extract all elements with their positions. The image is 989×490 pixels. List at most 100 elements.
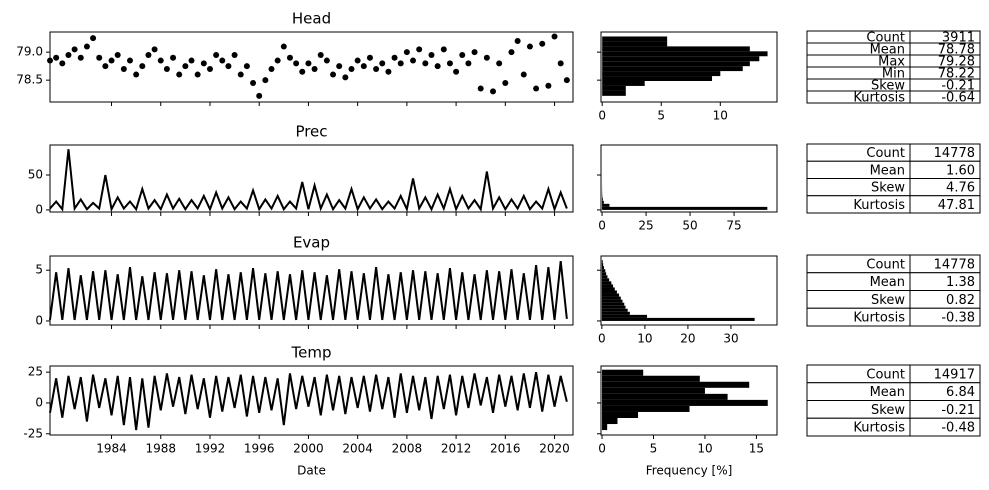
y-tick-label: 0 — [35, 202, 43, 216]
table-value: 3911 — [942, 31, 975, 46]
hist-bar — [602, 76, 713, 81]
point — [90, 35, 97, 42]
table-label: Count — [866, 367, 905, 382]
point — [502, 79, 509, 86]
point — [483, 54, 490, 61]
x-tick-label: 2004 — [342, 442, 373, 456]
point — [422, 60, 429, 67]
point — [225, 63, 232, 70]
hist-frame — [600, 365, 778, 436]
hist-bar — [601, 311, 630, 315]
hist-bar — [602, 399, 768, 406]
series-line — [49, 149, 568, 213]
y-tick-label: 0 — [35, 313, 43, 327]
point — [379, 60, 386, 67]
hist-x-tick-label: 75 — [726, 219, 741, 233]
point — [526, 43, 533, 50]
hist-bar — [601, 278, 610, 282]
point — [428, 51, 435, 58]
hist-x-tick-label: 10 — [637, 332, 652, 346]
point — [477, 85, 484, 92]
point — [434, 63, 441, 70]
table-label: Mean — [870, 163, 905, 178]
point — [508, 49, 515, 56]
point — [96, 54, 103, 61]
hist-bar — [602, 90, 626, 96]
panel-title: Evap — [293, 234, 330, 252]
hist-bar — [602, 393, 728, 400]
point — [176, 71, 183, 78]
point — [157, 57, 164, 64]
table-label: Min — [882, 67, 905, 82]
table-value: -0.64 — [941, 91, 975, 106]
hist-bar — [601, 263, 604, 267]
hist-bar — [602, 381, 750, 388]
table-value: 4.76 — [946, 181, 975, 196]
plot-frame — [49, 144, 574, 213]
point — [133, 71, 140, 78]
hist-bar — [602, 85, 626, 91]
table-cell — [909, 307, 981, 327]
table-label: Count — [866, 257, 905, 272]
hist-bar — [602, 375, 700, 382]
point — [391, 54, 398, 61]
point — [416, 46, 423, 53]
hist-x-tick-label: 50 — [682, 219, 697, 233]
hist-frame — [600, 144, 778, 213]
plot-frame — [49, 365, 574, 436]
point — [539, 40, 546, 47]
point — [200, 60, 207, 67]
point — [145, 51, 152, 58]
point — [348, 65, 355, 72]
table-label: Kurtosis — [853, 91, 905, 106]
hist-bar — [602, 203, 610, 207]
point — [410, 57, 417, 64]
table-label: Skew — [871, 181, 905, 196]
table-label: Count — [866, 146, 905, 161]
point — [563, 77, 570, 84]
x-tick-label: 2012 — [441, 442, 472, 456]
point — [286, 54, 293, 61]
hist-x-tick-label: 0 — [598, 442, 606, 456]
point — [163, 65, 170, 72]
table-cell — [909, 417, 981, 437]
hist-bar — [601, 296, 621, 300]
y-tick-label: 78.5 — [16, 73, 43, 87]
point — [403, 49, 410, 56]
table-value: 1.38 — [946, 275, 975, 290]
point — [231, 51, 238, 58]
hist-bar — [601, 281, 612, 285]
point — [59, 60, 66, 67]
hist-bar — [601, 290, 617, 294]
hist-bar — [601, 272, 607, 276]
y-tick-label: 0 — [35, 395, 43, 409]
hist-bar — [602, 46, 750, 52]
hist-frame — [600, 31, 778, 103]
point — [323, 57, 330, 64]
plot-frame — [49, 31, 574, 103]
table-label: Mean — [870, 43, 905, 58]
hist-x-tick-label: 0 — [598, 332, 606, 346]
hist-bar — [601, 308, 628, 312]
hist-bar — [601, 275, 608, 279]
table-value: -0.21 — [941, 79, 975, 94]
point — [385, 68, 392, 75]
table-value: 14778 — [934, 146, 975, 161]
point — [219, 57, 226, 64]
point — [336, 63, 343, 70]
point — [342, 74, 349, 81]
table-label: Skew — [871, 403, 905, 418]
hist-bar — [601, 284, 614, 288]
point — [293, 60, 300, 67]
table-value: 47.81 — [938, 198, 975, 213]
point — [108, 57, 115, 64]
hist-x-tick-label: 25 — [638, 219, 653, 233]
point — [490, 88, 497, 95]
point — [243, 63, 250, 70]
table-value: 14917 — [934, 367, 975, 382]
hist-frame — [600, 255, 778, 326]
hist-bar — [602, 387, 705, 394]
hist-bar — [602, 66, 743, 72]
hist-bar — [602, 197, 603, 201]
